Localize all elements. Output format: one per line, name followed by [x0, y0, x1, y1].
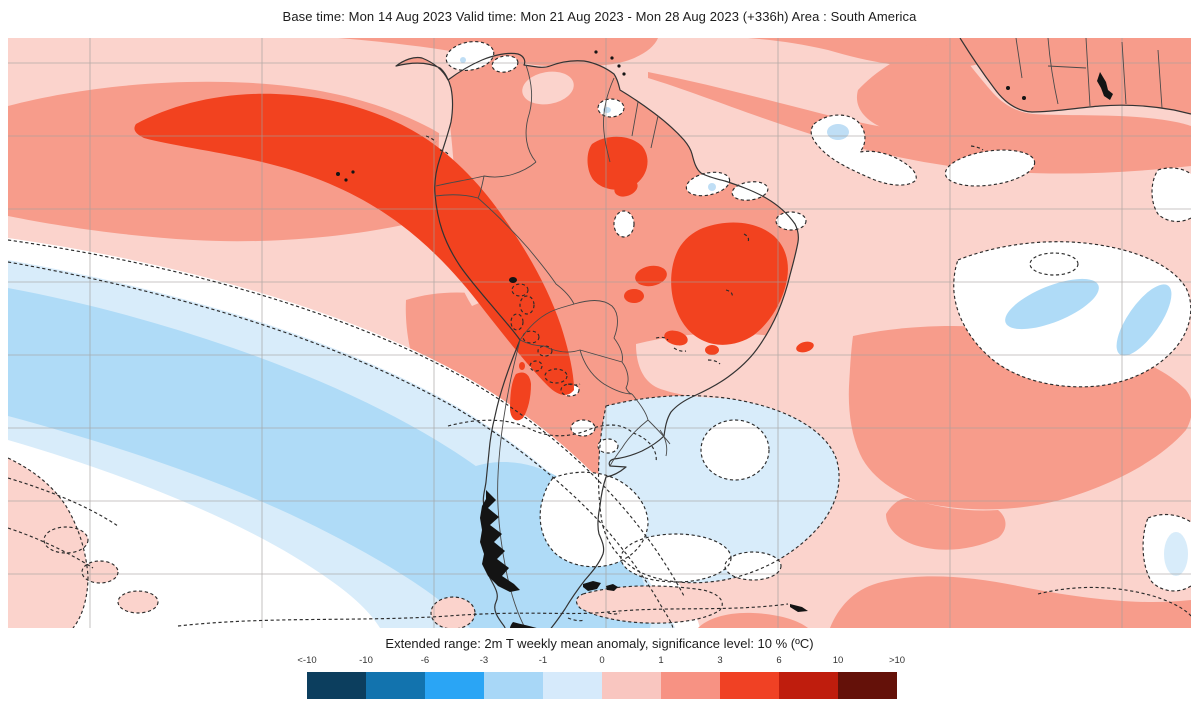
colorbar-tick-label: 0	[599, 655, 605, 666]
colorbar-segment	[484, 672, 543, 699]
colorbar-segment	[602, 672, 661, 699]
colorbar-tick-label: <-10	[297, 655, 317, 666]
colorbar-segment	[425, 672, 484, 699]
colorbar-segment	[366, 672, 425, 699]
north-brazil-warm-blob	[587, 136, 648, 190]
colorbar-segment	[838, 672, 897, 699]
africa-land	[960, 38, 1191, 114]
colorbar-tick-label: 6	[776, 655, 782, 666]
colorbar-legend: <-10 -10 -6 -3 -1 0 1 3 6 10 >10	[297, 655, 905, 701]
colorbar-segment	[661, 672, 720, 699]
pale-overlays	[8, 71, 846, 628]
colorbar-tick-label: -10	[359, 655, 373, 666]
figure-caption: Extended range: 2m T weekly mean anomaly…	[385, 636, 814, 651]
colorbar	[307, 672, 897, 699]
coastlines-and-borders	[336, 38, 1191, 628]
andes-argentina-warm-blob	[510, 372, 531, 421]
latlon-grid	[8, 38, 1191, 628]
colorbar-tick-label: -1	[538, 655, 548, 666]
colorbar-segment	[307, 672, 366, 699]
south-america-anomaly-chart	[8, 38, 1191, 628]
atlantic-nonsignificant-region	[953, 167, 1191, 591]
bottom-warm-strips	[698, 576, 1191, 628]
colorbar-tick-labels: <-10 -10 -6 -3 -1 0 1 3 6 10 >10	[297, 655, 905, 668]
colorbar-tick-label: 3	[717, 655, 723, 666]
significance-contours	[8, 41, 1191, 628]
africa-coastline	[959, 38, 1191, 115]
colorbar-tick-label: -6	[420, 655, 430, 666]
colorbar-tick-label: -3	[479, 655, 489, 666]
anomaly-map	[8, 38, 1191, 628]
east-brazil-warm-blob	[671, 222, 788, 345]
country-borders	[434, 38, 1163, 627]
colorbar-segment	[779, 672, 838, 699]
colorbar-tick-label: 1	[658, 655, 664, 666]
colorbar-tick-label: 10	[832, 655, 844, 666]
colorbar-tick-label: >10	[888, 655, 906, 666]
colorbar-segment	[720, 672, 779, 699]
colorbar-segment	[543, 672, 602, 699]
figure-title: Base time: Mon 14 Aug 2023 Valid time: M…	[282, 9, 917, 24]
chile-fjords-and-islands	[336, 50, 1113, 628]
cool-anomaly-fields	[8, 238, 840, 628]
